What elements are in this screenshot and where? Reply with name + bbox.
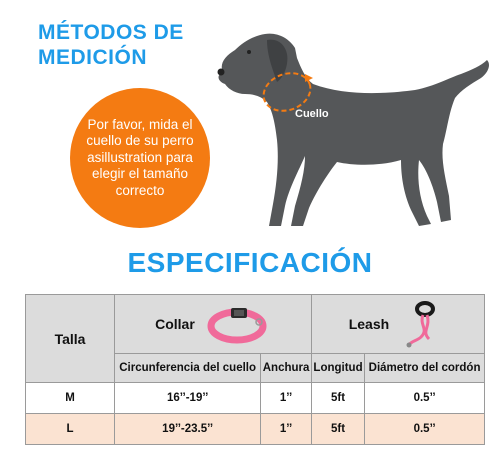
dog-body [218, 33, 489, 227]
dog-silhouette-illustration [217, 33, 489, 227]
collar-width-header: Anchura [260, 353, 312, 383]
size-cell: M [25, 382, 115, 414]
dog-eye [247, 50, 251, 54]
neck-label: Cuello [295, 108, 329, 120]
table-row: L 19’’-23.5’’ 1’’ 5ft 0.5’’ [25, 413, 485, 445]
size-header: Talla [25, 294, 115, 383]
cord-diameter-header: Diámetro del cordón [364, 353, 485, 383]
measurement-methods-title: MÉTODOS DE MEDICIÓN [38, 20, 184, 70]
width-cell: 1’’ [260, 413, 312, 445]
diameter-cell: 0.5’’ [364, 413, 485, 445]
title-line-1: MÉTODOS DE [38, 21, 184, 44]
neck-measure-ellipse [262, 72, 312, 112]
dog-nose [217, 68, 225, 76]
leash-length-header: Longitud [310, 353, 366, 383]
neck-circumference-header: Circunferencia del cuello [113, 353, 262, 383]
instruction-callout: Por favor, mida el cuello de su perro as… [70, 88, 210, 228]
collar-icon [207, 308, 267, 344]
width-cell: 1’’ [260, 382, 312, 414]
neck-cell: 16’’-19’’ [113, 382, 262, 414]
leash-label: Leash [348, 316, 390, 332]
title-line-2: MEDICIÓN [38, 46, 147, 69]
specification-title: ESPECIFICACIÓN [127, 247, 373, 278]
leash-icon [406, 301, 436, 348]
size-cell: L [25, 413, 115, 445]
collar-header: Collar [114, 294, 312, 354]
neck-cell: 19’’-23.5’’ [113, 413, 262, 445]
length-cell: 5ft [310, 413, 366, 445]
length-cell: 5ft [310, 382, 366, 414]
neck-measure-arrow [305, 74, 313, 82]
collar-label: Collar [155, 316, 195, 332]
size-specification-table: Talla Collar Leash [25, 294, 486, 445]
leash-header: Leash [310, 294, 486, 354]
dog-ear [267, 39, 288, 82]
diameter-cell: 0.5’’ [364, 382, 485, 414]
table-row: M 16’’-19’’ 1’’ 5ft 0.5’’ [25, 382, 485, 414]
instruction-text: Por favor, mida el cuello de su perro as… [86, 116, 194, 198]
